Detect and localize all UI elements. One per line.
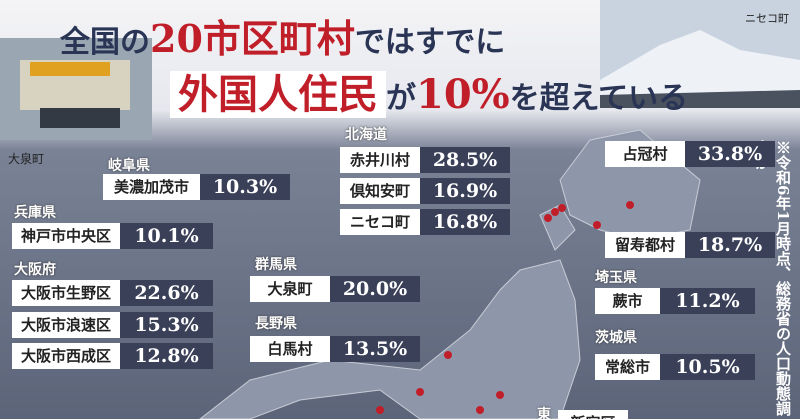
title-text: 全国の [60,25,150,60]
foreign-ratio: 16.8% [420,209,510,235]
prefecture-label: 北海道 [345,127,387,143]
prefecture-label: 岐阜県 [108,158,150,174]
foreign-ratio: 15.3% [120,312,213,338]
foreign-ratio: 16.9% [420,178,510,204]
municipality-name: 大泉町 [250,276,330,302]
foreign-ratio: 12.8% [120,343,213,369]
prefecture-label: 東 [537,407,551,419]
prefecture-label: 長野県 [255,316,297,332]
municipality-name: 白馬村 [250,336,330,362]
title-highlight: 20市区町村 [150,16,355,61]
municipality-name: 新宿区 [558,410,628,419]
title-line2: 外国人住民 が10%を超えている [170,62,688,120]
prefecture-label: 埼玉県 [595,270,637,286]
municipality-name: 占冠村 [605,141,685,167]
municipality-name: 赤井川村 [340,147,420,173]
municipality-name: 蕨市 [595,288,660,314]
municipality-name: 大阪市西成区 [12,343,120,369]
municipality-name: 大阪市浪速区 [12,312,120,338]
japan-map [199,129,701,419]
municipality-name: ニセコ町 [340,209,420,235]
municipality-name: 神戸市中央区 [12,223,120,249]
municipality-name: 常総市 [595,354,660,380]
foreign-ratio: 22.6% [120,280,213,306]
title-line1: 全国の20市区町村ではすでに [60,8,505,63]
prefecture-label: 茨城県 [595,330,637,346]
foreign-ratio: 33.8% [685,141,775,167]
title-number: 10% [416,71,510,118]
foreign-ratio: 10.1% [120,223,213,249]
foreign-ratio: 11.2% [660,288,755,314]
photo-caption: ニセコ町 [745,12,789,25]
municipality-name: 倶知安町 [340,178,420,204]
prefecture-label: 大阪府 [14,262,56,278]
prefecture-label: 群馬県 [255,257,297,273]
foreign-ratio: 10.3% [200,174,290,200]
title-text: が [386,81,416,116]
foreign-ratio: 20.0% [330,276,420,302]
photo-caption: 大泉町 [8,152,45,166]
municipality-name: 美濃加茂市 [103,174,200,200]
foreign-ratio: 18.7% [685,232,775,258]
municipality-name: 大阪市生野区 [12,280,120,306]
foreign-ratio: 10.5% [660,354,755,380]
municipality-name: 留寿都村 [605,232,685,258]
location-dots [376,201,634,414]
title-text: ではすでに [354,25,506,60]
title-highlight: 外国人住民 [170,71,386,118]
foreign-ratio: 13.5% [330,336,420,362]
note: ※令和6年1月時点、総務省の人口動態調査か [753,140,792,416]
title-text: を超えている [509,81,689,116]
prefecture-label: 兵庫県 [14,205,56,221]
foreign-ratio: 28.5% [420,147,510,173]
